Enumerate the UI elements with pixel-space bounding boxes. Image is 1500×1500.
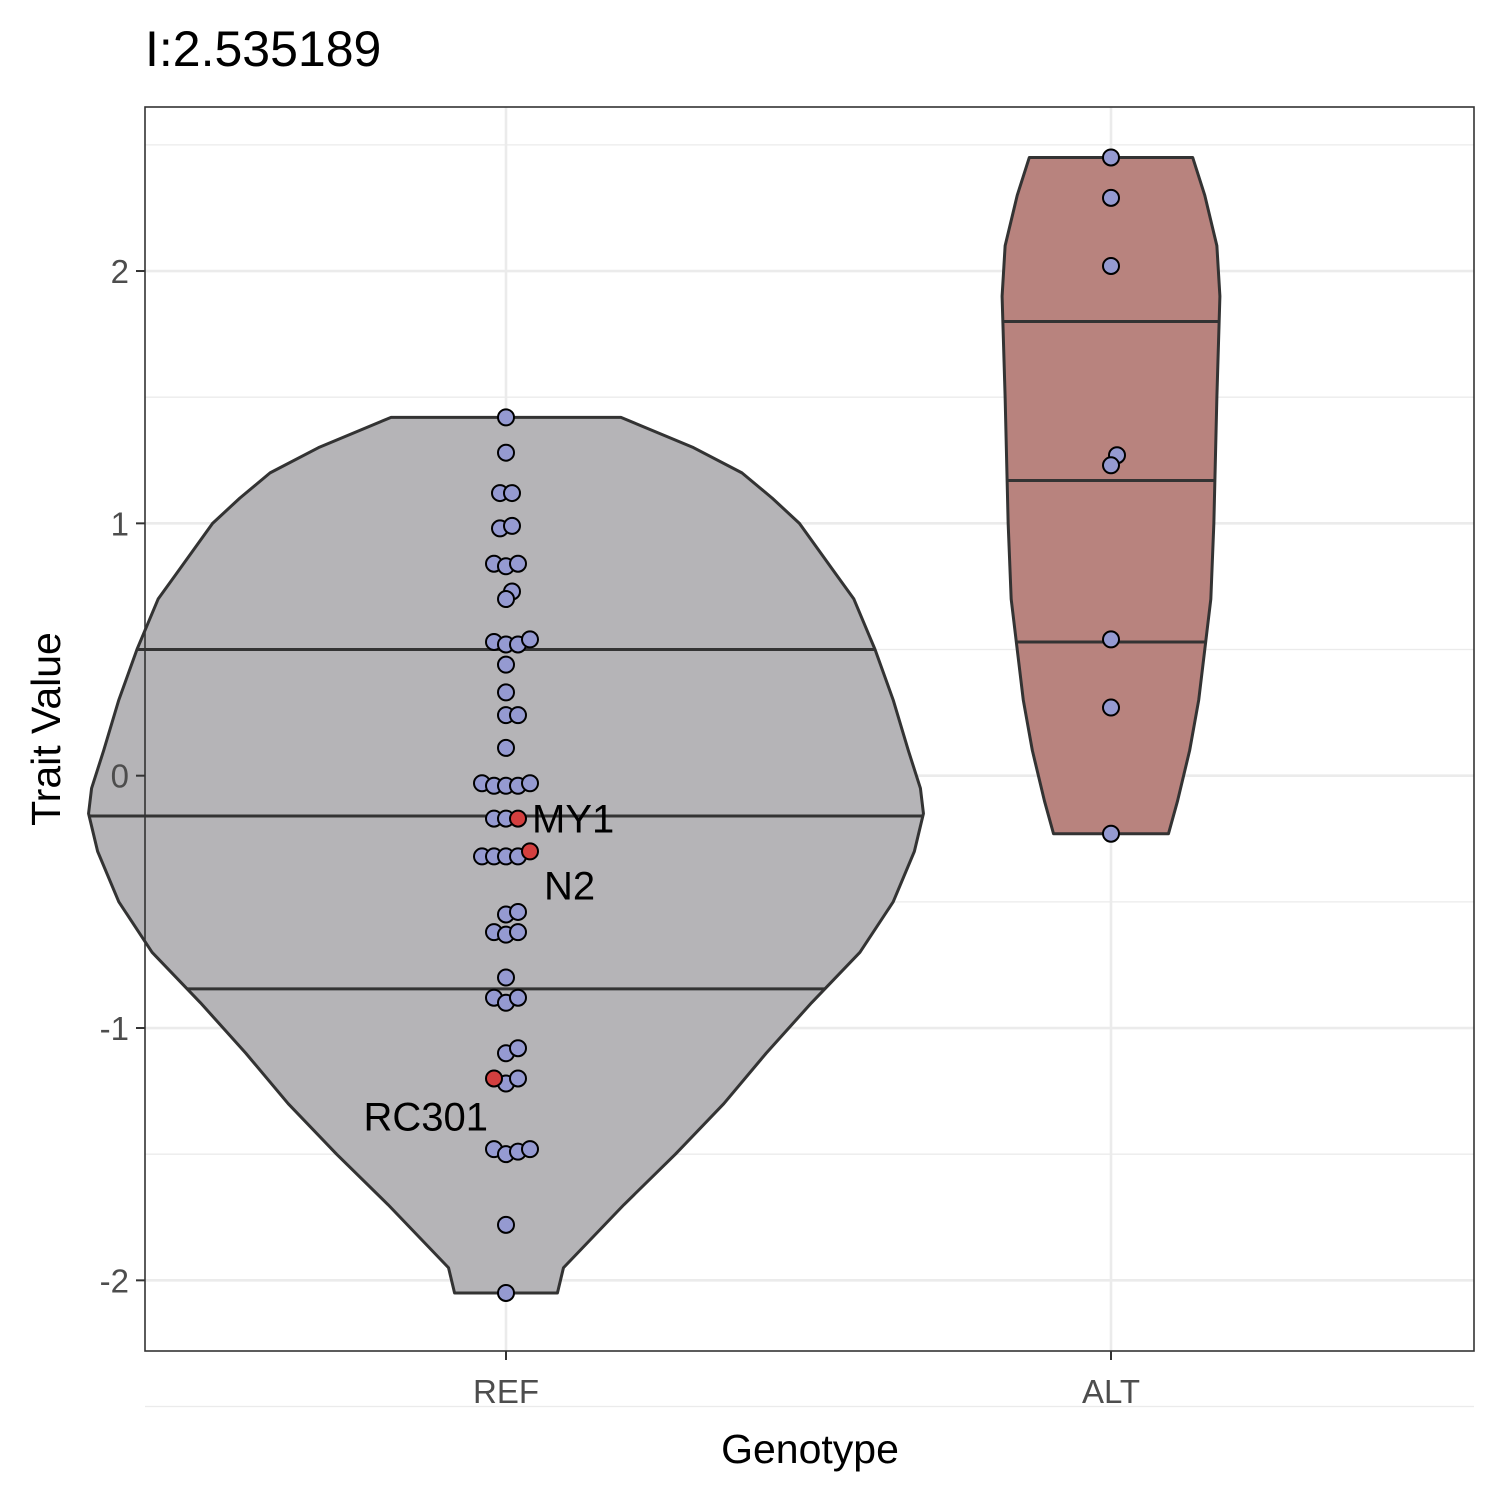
y-tick-label: 0	[111, 758, 129, 795]
data-point	[1102, 148, 1120, 167]
data-point	[521, 774, 539, 793]
y-tick-label: 1	[111, 505, 129, 542]
x-axis: REF ALT	[473, 1351, 1140, 1410]
data-point	[509, 923, 527, 942]
data-point	[1102, 256, 1120, 275]
point-label-n2: N2	[544, 864, 595, 908]
violin-alt	[1000, 155, 1222, 836]
highlighted-point	[485, 1069, 503, 1088]
data-point	[509, 902, 527, 921]
data-point	[503, 484, 521, 503]
data-point	[521, 630, 539, 649]
panel-border	[144, 106, 1475, 1352]
data-point	[503, 516, 521, 535]
data-point	[509, 706, 527, 725]
x-tick-label: REF	[473, 1373, 539, 1410]
y-tick-label: 2	[111, 253, 129, 290]
data-point	[497, 968, 515, 987]
data-point	[1102, 630, 1120, 649]
data-point	[509, 988, 527, 1007]
data-point	[509, 1039, 527, 1058]
data-point	[497, 1215, 515, 1234]
highlighted-point	[521, 842, 539, 861]
x-tick-label: ALT	[1082, 1373, 1140, 1410]
point-labels: MY1 N2 RC301	[363, 798, 614, 1140]
data-point	[497, 408, 515, 427]
data-point	[521, 1140, 539, 1159]
y-axis-title: Trait Value	[23, 632, 69, 826]
point-label-rc301: RC301	[363, 1095, 488, 1139]
data-point	[1102, 188, 1120, 207]
point-label-my1: MY1	[532, 798, 614, 842]
data-point	[1102, 456, 1120, 475]
data-point	[509, 1069, 527, 1088]
data-point	[509, 554, 527, 573]
x-axis-title: Genotype	[721, 1426, 899, 1472]
chart-title: I:2.535189	[145, 21, 381, 77]
data-point	[1102, 824, 1120, 843]
plot-panel: MY1 N2 RC301	[87, 106, 1475, 1408]
y-tick-label: -1	[100, 1010, 129, 1047]
y-axis: -2 -1 0 1 2	[100, 253, 145, 1299]
y-tick-label: -2	[100, 1262, 129, 1299]
data-point	[497, 443, 515, 462]
highlighted-point	[509, 809, 527, 828]
data-point	[497, 590, 515, 609]
data-point	[497, 738, 515, 757]
data-points	[473, 148, 1126, 1302]
data-point	[497, 655, 515, 674]
data-point	[1102, 698, 1120, 717]
data-point	[497, 1283, 515, 1302]
data-point	[497, 683, 515, 702]
